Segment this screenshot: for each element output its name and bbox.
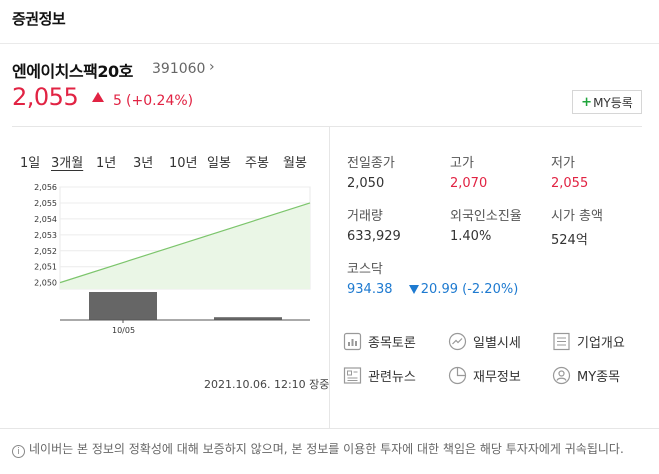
column-divider [329,126,330,428]
stat-label: 고가 [450,156,474,171]
tab-3y[interactable]: 3년 [133,156,154,171]
index-change: 20.99 (-2.20%) [420,282,519,297]
stat-value: 2,070 [450,176,488,191]
chevron-right-icon[interactable]: › [209,59,215,75]
tab-1y[interactable]: 1년 [96,156,117,171]
stat-value: 524억 [551,233,588,248]
link-my-stocks[interactable]: MY종목 [552,366,620,385]
price-chart: 2,056 2,055 2,054 2,053 2,052 2,051 2,050 10/0… [34,183,311,335]
stat-high: 고가 2,070 [450,152,487,191]
stat-value: 633,929 [347,229,401,244]
link-label: 재무정보 [473,370,521,385]
stat-label: 거래량 [347,209,383,224]
y-tick-label: 2,055 [34,199,57,208]
tab-3m[interactable]: 3개월 [51,156,84,171]
stat-label: 시가 총액 [551,209,603,224]
y-tick-label: 2,054 [34,215,57,224]
link-label: 기업개요 [577,336,625,351]
trend-icon [448,332,467,351]
volume-bar [89,292,157,320]
user-icon [552,366,571,385]
y-tick-label: 2,050 [34,279,57,288]
price-area [60,202,310,289]
stat-volume: 거래량 633,929 [347,205,401,244]
stock-code[interactable]: 391060 [152,61,206,77]
link-label: MY종목 [577,370,621,385]
stat-market-cap: 시가 총액 524억 [551,205,603,248]
stock-name[interactable]: 엔에이치스팩20호 [12,62,133,81]
stat-value: 2,055 [551,176,589,191]
index-label: 코스닥 [347,262,383,277]
link-daily-price[interactable]: 일별시세 [448,332,521,351]
x-tick-label: 10/05 [112,326,135,335]
news-icon [343,367,362,384]
section-title: 증권정보 [12,10,66,28]
stat-label: 전일종가 [347,156,395,171]
link-forum[interactable]: 종목토론 [343,332,416,351]
info-icon: i [12,445,25,458]
y-tick-label: 2,052 [34,247,57,256]
tab-weekly-candle[interactable]: 주봉 [245,156,269,171]
price-change-percent: (+0.24%) [126,93,194,109]
tab-10y[interactable]: 10년 [169,156,198,171]
stat-label: 저가 [551,156,575,171]
price-line [59,202,311,284]
tab-1d[interactable]: 1일 [20,156,41,171]
my-register-button[interactable]: + MY등록 [572,90,642,114]
link-company[interactable]: 기업개요 [552,332,625,351]
y-tick-label: 2,053 [34,231,57,240]
volume-bar [214,317,282,320]
tab-monthly-candle[interactable]: 월봉 [283,156,307,171]
header-divider [0,43,659,44]
index-kosdaq: 코스닥 934.38 20.99 (-2.20%) [347,258,518,297]
document-icon [553,332,570,351]
tab-daily-candle[interactable]: 일봉 [207,156,231,171]
pie-chart-icon [448,366,467,385]
index-values: 934.38 20.99 (-2.20%) [347,282,518,297]
down-arrow-icon [408,285,419,294]
section-divider [12,126,642,127]
link-finance[interactable]: 재무정보 [448,366,521,385]
stat-foreign-rate: 외국인소진율 1.40% [450,205,522,244]
stat-low: 저가 2,055 [551,152,588,191]
stat-label: 외국인소진율 [450,209,522,224]
forum-icon [343,332,362,351]
price-up-icon [92,92,104,102]
y-tick-label: 2,051 [34,263,57,272]
stat-prev-close: 전일종가 2,050 [347,152,395,191]
disclaimer: i 네이버는 본 정보의 정확성에 대해 보증하지 않으며, 본 정보를 이용한 … [12,441,642,458]
stat-value: 2,050 [347,176,385,191]
link-news[interactable]: 관련뉴스 [343,366,416,385]
link-label: 종목토론 [368,336,416,351]
y-tick-label: 2,056 [34,183,57,192]
index-value: 934.38 [347,282,393,297]
link-label: 일별시세 [473,336,521,351]
link-label: 관련뉴스 [368,370,416,385]
stat-value: 1.40% [450,229,492,244]
footer-divider [0,428,659,429]
plus-icon: + [581,94,593,110]
current-price: 2,055 [12,83,79,111]
disclaimer-text: 네이버는 본 정보의 정확성에 대해 보증하지 않으며, 본 정보를 이용한 투… [29,442,624,456]
price-change: 5 [113,93,122,109]
chart-timestamp: 2021.10.06. 12:10 장중 [204,378,330,391]
my-register-label: MY등록 [593,95,633,110]
